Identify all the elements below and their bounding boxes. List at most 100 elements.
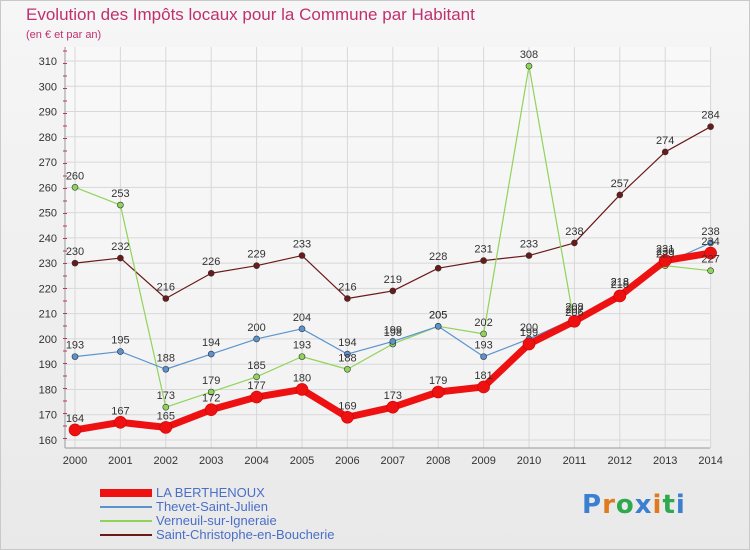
data-label-thevet-saint-julien: 218: [611, 276, 629, 288]
plot-area: [65, 47, 710, 448]
data-label-thevet-saint-julien: 199: [384, 324, 402, 336]
point-thevet-saint-julien: [344, 350, 351, 358]
point-thevet-saint-julien: [71, 353, 79, 360]
data-label-thevet-saint-julien: 200: [520, 322, 538, 334]
point-saint-christophe-en-boucherie: [162, 295, 170, 302]
logo-letter: x: [634, 490, 653, 520]
y-tick-label: 170: [39, 410, 57, 422]
data-label-saint-christophe-en-boucherie: 216: [157, 282, 175, 294]
data-label-la-berthenoux: 231: [656, 244, 674, 256]
point-saint-christophe-en-boucherie: [661, 148, 669, 156]
y-tick-label: 300: [39, 81, 57, 93]
point-la-berthenoux: [431, 385, 445, 399]
legend-swatch: [100, 534, 152, 536]
data-label-thevet-saint-julien: 205: [429, 309, 447, 321]
data-label-verneuil-sur-igneraie: 185: [247, 360, 265, 372]
logo-letter: i: [652, 490, 663, 520]
point-verneuil-sur-igneraie: [344, 365, 351, 373]
data-label-thevet-saint-julien: 194: [338, 337, 356, 349]
data-label-thevet-saint-julien: 238: [701, 226, 719, 238]
data-label-thevet-saint-julien: 200: [247, 322, 265, 334]
data-label-saint-christophe-en-boucherie: 257: [611, 178, 629, 190]
legend-swatch: [100, 520, 152, 522]
legend-label: LA BERTHENOUX: [156, 485, 265, 500]
data-label-la-berthenoux: 165: [157, 410, 175, 422]
point-saint-christophe-en-boucherie: [207, 269, 215, 277]
point-la-berthenoux: [114, 416, 127, 429]
data-label-la-berthenoux: 180: [293, 372, 311, 384]
logo-letter: P: [582, 490, 603, 520]
point-verneuil-sur-igneraie: [253, 373, 260, 381]
point-thevet-saint-julien: [117, 348, 124, 355]
data-label-la-berthenoux: 179: [429, 375, 447, 387]
point-thevet-saint-julien: [480, 353, 487, 360]
data-label-saint-christophe-en-boucherie: 219: [384, 274, 402, 286]
x-tick-label: 2009: [471, 455, 495, 467]
point-thevet-saint-julien: [207, 350, 215, 358]
y-tick-label: 310: [39, 56, 57, 68]
point-thevet-saint-julien: [434, 322, 442, 330]
x-tick-label: 2013: [653, 455, 677, 467]
data-label-la-berthenoux: 181: [474, 370, 492, 382]
data-label-thevet-saint-julien: 193: [66, 340, 84, 352]
point-la-berthenoux: [704, 246, 717, 260]
point-saint-christophe-en-boucherie: [71, 259, 79, 267]
data-label-la-berthenoux: 199: [520, 327, 538, 339]
point-saint-christophe-en-boucherie: [389, 287, 397, 295]
data-label-verneuil-sur-igneraie: 179: [202, 375, 220, 387]
point-saint-christophe-en-boucherie: [298, 252, 306, 259]
point-saint-christophe-en-boucherie: [344, 295, 351, 302]
data-label-saint-christophe-en-boucherie: 274: [656, 135, 674, 147]
y-tick-label: 260: [39, 182, 57, 194]
legend-swatch: [100, 489, 152, 497]
point-saint-christophe-en-boucherie: [571, 239, 578, 247]
point-thevet-saint-julien: [298, 325, 306, 333]
point-la-berthenoux: [477, 380, 490, 394]
data-label-verneuil-sur-igneraie: 206: [565, 307, 583, 319]
data-label-thevet-saint-julien: 193: [474, 340, 492, 352]
data-label-la-berthenoux: 169: [338, 400, 356, 412]
y-tick-label: 190: [39, 359, 57, 371]
point-thevet-saint-julien: [162, 365, 170, 373]
point-la-berthenoux: [568, 314, 581, 328]
y-tick-label: 290: [39, 107, 57, 119]
data-label-saint-christophe-en-boucherie: 238: [565, 226, 583, 238]
point-saint-christophe-en-boucherie: [253, 262, 260, 269]
point-verneuil-sur-igneraie: [525, 62, 533, 70]
point-verneuil-sur-igneraie: [71, 184, 79, 191]
data-label-verneuil-sur-igneraie: 198: [384, 327, 402, 339]
logo-letter: i: [675, 490, 686, 520]
data-label-verneuil-sur-igneraie: 193: [293, 340, 311, 352]
data-label-thevet-saint-julien: 188: [157, 352, 175, 364]
y-tick-label: 210: [39, 309, 57, 321]
logo-letter: t: [662, 490, 676, 520]
x-tick-label: 2010: [517, 455, 541, 467]
point-verneuil-sur-igneraie: [480, 330, 487, 338]
data-label-verneuil-sur-igneraie: 188: [338, 352, 356, 364]
x-tick-label: 2011: [563, 455, 587, 467]
data-label-saint-christophe-en-boucherie: 216: [338, 282, 356, 294]
y-tick-label: 270: [39, 157, 57, 169]
data-label-la-berthenoux: 173: [384, 390, 402, 402]
x-tick-label: 2003: [199, 455, 223, 467]
y-tick-label: 160: [39, 435, 57, 447]
x-tick-label: 2005: [290, 455, 314, 467]
y-tick-label: 250: [39, 208, 57, 220]
data-label-la-berthenoux: 207: [565, 304, 583, 316]
data-label-verneuil-sur-igneraie: 308: [520, 49, 538, 61]
point-saint-christophe-en-boucherie: [117, 254, 124, 262]
grid: [65, 47, 712, 448]
y-tick-label: 240: [39, 233, 57, 245]
x-tick-label: 2007: [381, 455, 405, 467]
point-saint-christophe-en-boucherie: [525, 252, 533, 259]
data-label-verneuil-sur-igneraie: 202: [474, 317, 492, 329]
point-verneuil-sur-igneraie: [707, 267, 714, 275]
point-thevet-saint-julien: [253, 335, 260, 343]
point-la-berthenoux: [250, 390, 263, 404]
point-la-berthenoux: [341, 410, 354, 424]
y-tick-label: 220: [39, 283, 57, 295]
data-label-verneuil-sur-igneraie: 229: [656, 249, 674, 261]
point-la-berthenoux: [386, 400, 400, 414]
legend-label: Verneuil-sur-Igneraie: [156, 513, 277, 528]
